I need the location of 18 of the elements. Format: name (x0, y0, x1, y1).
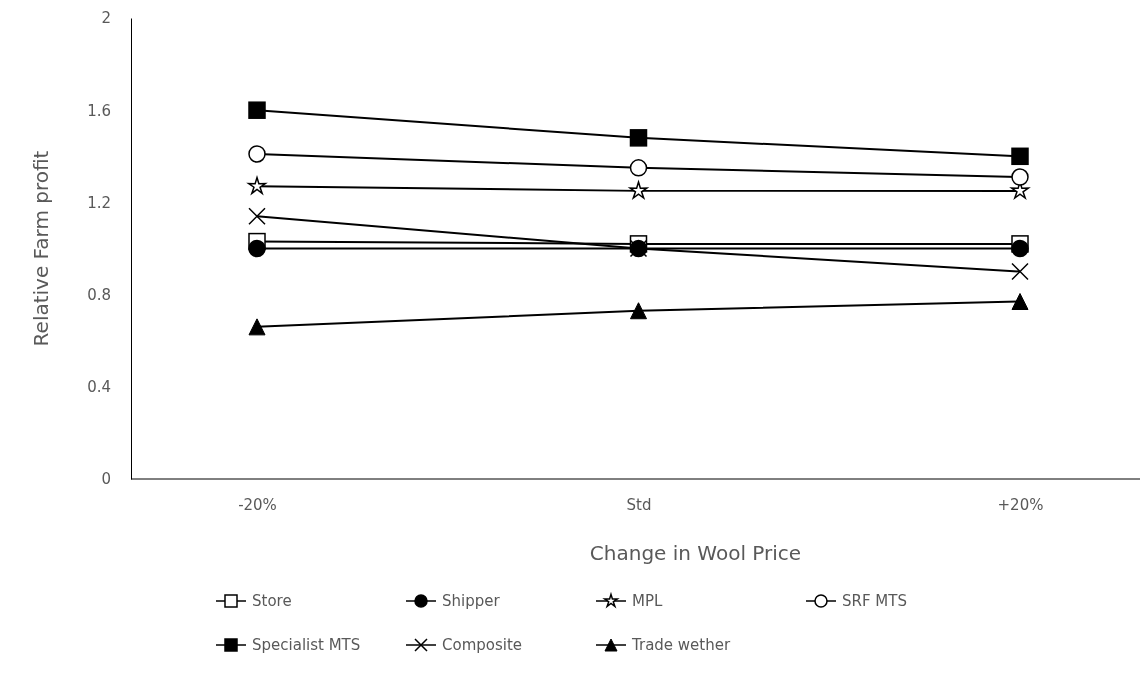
x-axis-title: Change in Wool Price (589, 541, 802, 565)
y-axis-title: Relative Farm profit (29, 150, 53, 347)
legend-label: Composite (442, 636, 523, 654)
y-tick-label: 2 (101, 9, 111, 28)
y-tick-label: 0.8 (87, 285, 111, 304)
legend-label: Trade wether (631, 636, 731, 654)
legend-label: Shipper (442, 592, 501, 610)
y-tick-label: 0.4 (87, 378, 111, 397)
y-tick-label: 0 (101, 470, 111, 489)
legend-label: Store (252, 592, 292, 610)
legend-label: MPL (632, 592, 663, 610)
x-tick-label: Std (626, 495, 652, 514)
y-tick-label: 1.2 (87, 193, 111, 212)
x-tick-label: +20% (997, 495, 1044, 514)
legend-label: Specialist MTS (252, 636, 361, 654)
legend-label: SRF MTS (842, 592, 907, 610)
y-tick-label: 1.6 (87, 101, 111, 120)
x-tick-label: -20% (238, 495, 277, 514)
